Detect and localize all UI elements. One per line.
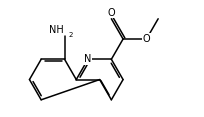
Text: N: N <box>84 54 92 64</box>
Text: 2: 2 <box>69 32 73 38</box>
Text: NH: NH <box>49 25 63 35</box>
Text: O: O <box>143 34 150 44</box>
Text: O: O <box>108 8 115 18</box>
